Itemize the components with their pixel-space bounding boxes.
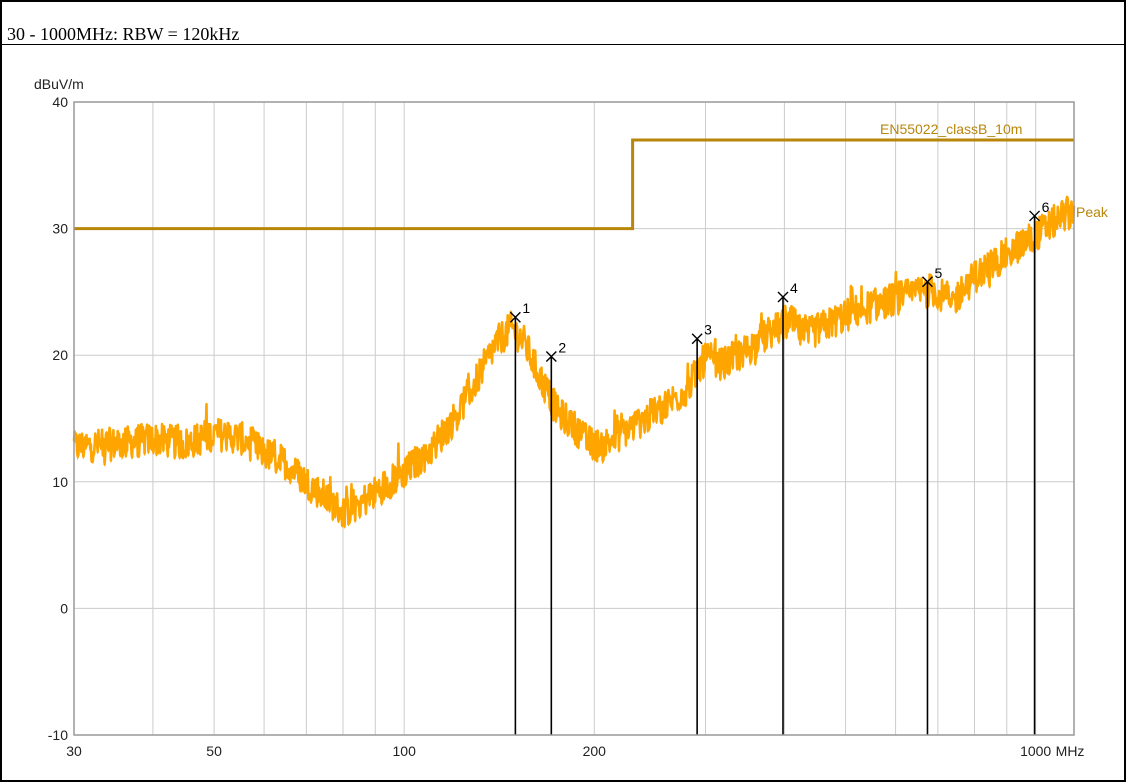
marker-cross — [509, 311, 521, 323]
y-tick-label: 40 — [52, 94, 68, 110]
plot-border — [73, 101, 1075, 736]
marker-cross — [1029, 210, 1041, 222]
marker-label: 5 — [934, 265, 942, 281]
x-tick-label: 1000 — [1020, 743, 1051, 759]
x-axis-unit: MHz — [1056, 743, 1085, 759]
marker-label: 1 — [522, 300, 530, 316]
marker-label: 3 — [704, 322, 712, 338]
x-tick-label: 30 — [66, 743, 82, 759]
peak-trace-group: Peak — [72, 195, 1109, 529]
x-tick-label: 200 — [583, 743, 607, 759]
x-tick-label: 100 — [393, 743, 417, 759]
limit-line — [74, 138, 1074, 231]
x-tick-label: 50 — [206, 743, 222, 759]
caption-bar: 30 - 1000MHz: RBW = 120kHz — [2, 2, 1124, 45]
y-axis-label: dBuV/m — [34, 76, 84, 92]
y-tick-label: -10 — [48, 727, 68, 743]
y-tick-label: 20 — [52, 347, 68, 363]
limit-line-label: EN55022_classB_10m — [880, 121, 1022, 137]
marker-label: 2 — [558, 339, 566, 355]
markers-group: 1 2 3 4 5 6 — [509, 199, 1050, 735]
limit-line-group: EN55022_classB_10m — [74, 121, 1074, 231]
y-tick-label: 30 — [52, 221, 68, 237]
marker-cross — [777, 291, 789, 303]
y-tick-label: 10 — [52, 474, 68, 490]
marker-label: 4 — [790, 280, 798, 296]
marker-label: 6 — [1042, 199, 1050, 215]
marker-cross — [921, 276, 933, 288]
marker-cross — [691, 333, 703, 345]
peak-trace-label: Peak — [1076, 204, 1109, 220]
marker-cross — [545, 350, 557, 362]
peak-trace-envelope — [73, 196, 1075, 529]
y-tick-label: 0 — [60, 600, 68, 616]
chart-caption: 30 - 1000MHz: RBW = 120kHz — [7, 24, 240, 44]
